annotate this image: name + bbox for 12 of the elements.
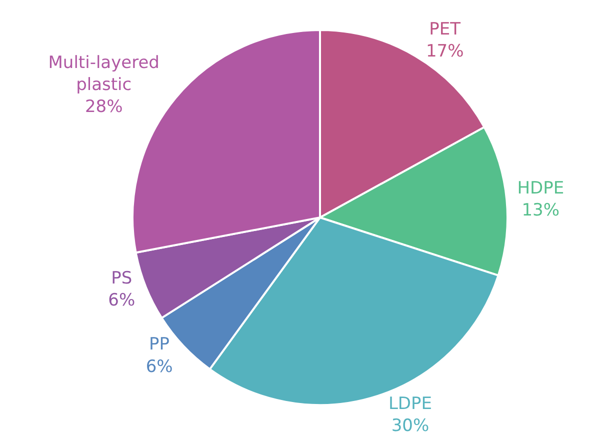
slice-label: PS [111, 268, 132, 288]
slice-label: PP [149, 334, 170, 355]
data-label: 13% [522, 200, 560, 221]
data-label: 6% [108, 290, 136, 310]
slice-label: Multi-layered plastic [48, 52, 160, 95]
slice-label: PET [429, 19, 462, 40]
data-label: 28% [84, 97, 123, 118]
data-label: 30% [391, 416, 430, 436]
slice-label: LDPE [388, 394, 432, 414]
slice-label: HDPE [517, 178, 564, 199]
data-label: 6% [146, 356, 173, 377]
data-label: 17% [426, 42, 464, 62]
